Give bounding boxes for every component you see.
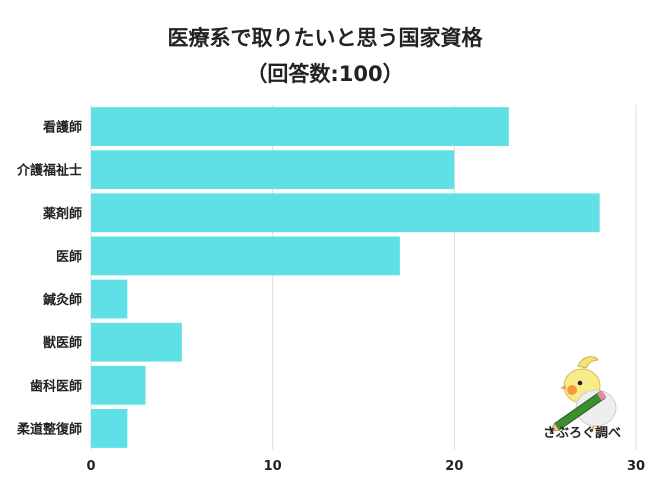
- bar: [91, 193, 600, 233]
- bar: [91, 236, 400, 276]
- y-category-label: 鍼灸師: [43, 292, 82, 308]
- y-category-label: 医師: [56, 249, 82, 265]
- bar: [91, 322, 182, 362]
- x-tick-label: 0: [86, 459, 95, 474]
- x-tick-label: 10: [264, 459, 282, 474]
- bar: [91, 150, 455, 190]
- y-category-label: 看護師: [43, 120, 82, 136]
- bar: [91, 365, 146, 405]
- bar: [91, 409, 128, 448]
- y-category-label: 歯科医師: [30, 378, 82, 394]
- x-tick-label: 20: [445, 459, 463, 474]
- bar: [91, 107, 509, 146]
- y-category-label: 柔道整復師: [16, 421, 82, 437]
- bar: [91, 279, 128, 319]
- cockatiel-with-pencil-icon: [549, 356, 617, 433]
- chart-title-line-2: （回答数:100）: [246, 62, 404, 86]
- y-category-label: 介護福祉士: [16, 163, 82, 179]
- y-category-label: 獣医師: [43, 335, 82, 351]
- y-category-label: 薬剤師: [42, 206, 82, 222]
- brand-label: さぶろぐ調べ: [542, 426, 621, 441]
- x-tick-label: 30: [627, 459, 645, 474]
- chart-title-line-1: 医療系で取りたいと思う国家資格: [167, 26, 483, 50]
